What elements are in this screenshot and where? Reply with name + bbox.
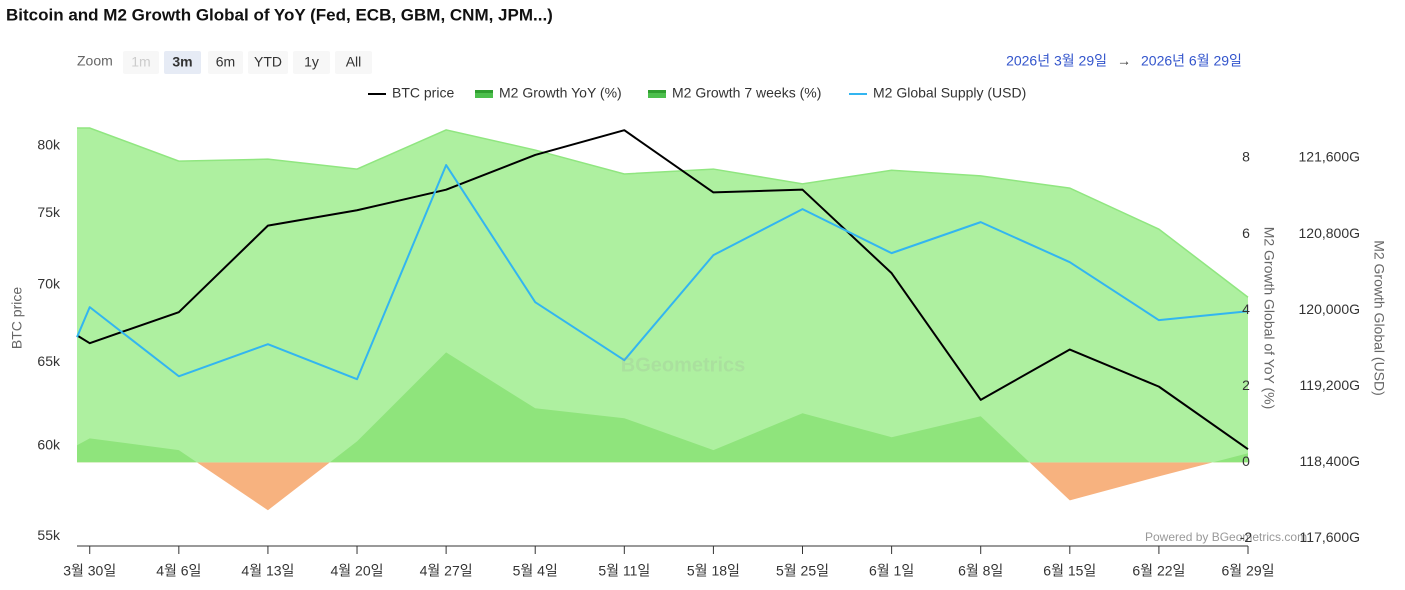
legend-item[interactable]: M2 Global Supply (USD) <box>849 85 1026 101</box>
range-separator: → <box>1117 53 1131 69</box>
zoom-button-label: 1m <box>131 54 150 70</box>
y3-tick-label: 121,600G <box>1299 149 1361 165</box>
legend-label: M2 Growth 7 weeks (%) <box>672 85 821 101</box>
y-tick-label: 70k <box>37 276 61 292</box>
line <box>76 129 1249 451</box>
area-negative <box>196 462 1213 511</box>
y2-tick-label: 6 <box>1242 225 1250 241</box>
line <box>76 164 1249 381</box>
area <box>77 127 1248 463</box>
x-tick-label: 3월 30일 <box>63 563 116 579</box>
zoom-button[interactable]: All <box>335 51 372 74</box>
legend-item[interactable]: BTC price <box>368 85 454 101</box>
zoom-button[interactable]: 1m <box>123 51 159 74</box>
y2-tick-label: 4 <box>1242 301 1250 317</box>
area <box>77 352 1248 463</box>
y3-axis-title: M2 Growth Global (USD) <box>1371 240 1387 396</box>
credits[interactable]: Powered by BGeometrics.com <box>1145 530 1307 544</box>
x-tick-label: 5월 25일 <box>776 563 829 579</box>
legend-item[interactable]: M2 Growth YoY (%) <box>475 85 622 101</box>
y-axis-title: BTC price <box>9 287 25 349</box>
zoom-label: Zoom <box>77 53 113 69</box>
x-tick-label: 5월 11일 <box>598 563 650 579</box>
zoom-button-bg <box>208 51 243 74</box>
x-tick-label: 4월 6일 <box>156 563 201 579</box>
legend-label: BTC price <box>392 85 454 101</box>
zoom-button[interactable]: 1y <box>293 51 330 74</box>
x-tick-label: 5월 4일 <box>513 563 558 579</box>
y2-tick-label: -2 <box>1240 529 1253 545</box>
area-line <box>77 127 1249 298</box>
chart-title: Bitcoin and M2 Growth Global of YoY (Fed… <box>6 5 553 24</box>
x-tick-label: 4월 27일 <box>420 563 473 579</box>
zoom-button[interactable]: 3m <box>164 51 201 74</box>
zoom-button[interactable]: 6m <box>208 51 243 74</box>
zoom-button[interactable]: YTD <box>248 51 288 74</box>
watermark: BGeometrics <box>621 354 746 376</box>
zoom-button-bg <box>248 51 288 74</box>
range-from[interactable]: 2026년 3월 29일 <box>1006 53 1107 69</box>
zoom-button-label: All <box>346 54 362 70</box>
zoom-button-label: 1y <box>304 54 319 70</box>
y-tick-label: 55k <box>37 527 61 543</box>
y3-tick-label: 118,400G <box>1300 453 1360 469</box>
x-tick-label: 6월 29일 <box>1221 563 1274 579</box>
legend-label: M2 Global Supply (USD) <box>873 85 1026 101</box>
legend-label: M2 Growth YoY (%) <box>499 85 622 101</box>
legend-swatch-fill <box>648 93 666 98</box>
zoom-button-label: YTD <box>254 54 282 70</box>
x-tick-label: 6월 1일 <box>869 563 914 579</box>
y-tick-label: 75k <box>37 204 61 220</box>
x-tick-label: 6월 22일 <box>1132 563 1185 579</box>
legend-swatch-fill <box>475 93 493 98</box>
zoom-button-bg <box>164 51 201 74</box>
y-tick-label: 60k <box>37 436 61 452</box>
x-tick-label: 6월 8일 <box>958 563 1003 579</box>
x-tick-label: 4월 20일 <box>331 563 384 579</box>
plot-area <box>76 127 1249 511</box>
y3-tick-label: 120,800G <box>1299 225 1361 241</box>
y2-tick-label: 2 <box>1242 377 1250 393</box>
y2-axis-title: M2 Growth Global of YoY (%) <box>1261 227 1277 410</box>
zoom-button-bg <box>123 51 159 74</box>
zoom-button-label: 6m <box>216 54 235 70</box>
zoom-button-bg <box>335 51 372 74</box>
x-tick-label: 6월 15일 <box>1043 563 1096 579</box>
x-tick-label: 5월 18일 <box>687 563 740 579</box>
y3-tick-label: 117,600G <box>1300 529 1360 545</box>
zoom-buttons: 1m 3m 6m YTD 1y All <box>123 51 372 74</box>
y3-tick-label: 119,200G <box>1300 377 1360 393</box>
y3-tick-label: 120,000G <box>1299 301 1361 317</box>
range-to[interactable]: 2026년 6월 29일 <box>1141 53 1242 69</box>
zoom-button-label: 3m <box>172 54 192 70</box>
x-tick-label: 4월 13일 <box>241 563 294 579</box>
y2-tick-label: 0 <box>1242 453 1250 469</box>
y-tick-label: 65k <box>37 353 61 369</box>
zoom-button-bg <box>293 51 330 74</box>
y-tick-label: 80k <box>37 136 61 152</box>
legend-item[interactable]: M2 Growth 7 weeks (%) <box>648 85 821 101</box>
y2-tick-label: 8 <box>1242 149 1250 165</box>
